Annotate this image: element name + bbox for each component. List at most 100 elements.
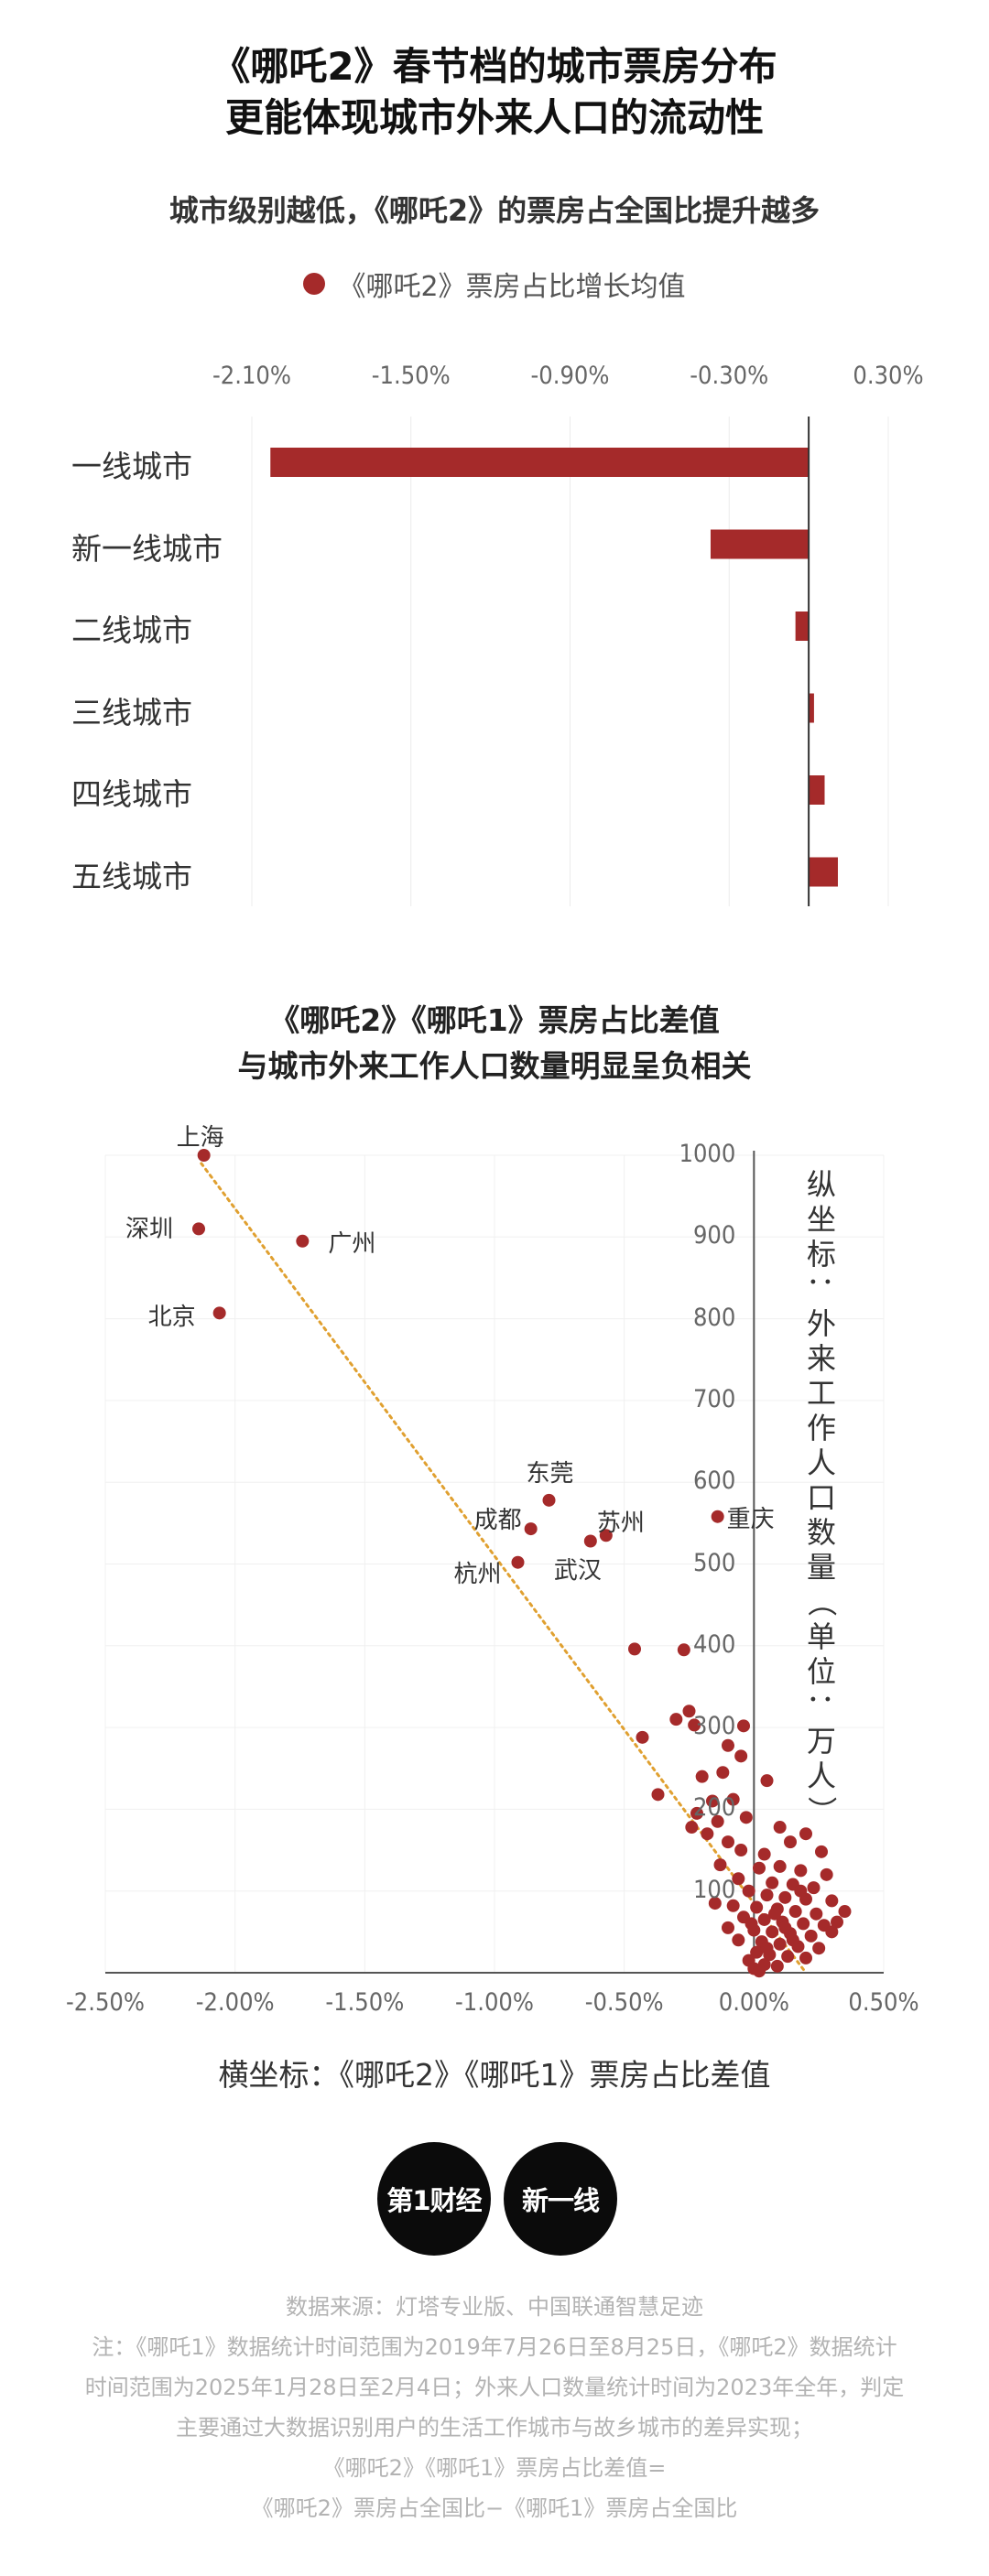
scatter-point-labeled (296, 1234, 310, 1248)
bar-category-label: 一线城市 (71, 449, 192, 484)
scatter-point (734, 1844, 748, 1857)
scatter-point (753, 1861, 766, 1875)
bar-x-tick-label: -0.90% (530, 362, 610, 390)
scatter-point (742, 1884, 755, 1898)
scatter-point (711, 1814, 724, 1828)
scatter-point (812, 1942, 826, 1955)
scatter-point (757, 1912, 771, 1926)
legend-marker (303, 273, 326, 295)
scatter-y-axis-label-char: 口 (806, 1480, 836, 1515)
scatter-point-labeled (599, 1529, 613, 1542)
scatter-point-labeled (192, 1222, 205, 1236)
scatter-point (838, 1905, 852, 1919)
scatter-point (757, 1847, 771, 1861)
scatter-y-axis-label-char: 外 (806, 1306, 836, 1341)
scatter-point (786, 1933, 799, 1947)
scatter-point (773, 1859, 787, 1873)
scatter-point (807, 1881, 821, 1895)
scatter-point (708, 1897, 722, 1910)
bar (809, 857, 838, 887)
scatter-y-axis-label-char: 数 (806, 1515, 836, 1550)
scatter-point (739, 1811, 753, 1824)
scatter-point (744, 1917, 758, 1931)
scatter-title-line1: 《哪吒2》《哪吒1》票房占比差值 (269, 1002, 720, 1038)
scatter-x-tick-label: -2.50% (66, 1988, 145, 2017)
bar-chart-plot (251, 417, 889, 906)
main-title-line2: 更能体现城市外来人口的流动性 (224, 95, 764, 140)
scatter-point (797, 1917, 810, 1931)
scatter-point (722, 1921, 734, 1934)
scatter-point (716, 1766, 730, 1780)
bar-x-tick-label: 0.30% (853, 362, 924, 390)
bar-x-tick-label: -1.50% (371, 362, 451, 390)
scatter-y-tick-label: 400 (692, 1629, 736, 1659)
footer-notes: 数据来源：灯塔专业版、中国联通智慧足迹 注：《哪吒1》数据统计时间范围为2019… (0, 2287, 989, 2528)
scatter-point (760, 1774, 774, 1788)
scatter-y-axis-label-char: 标 (806, 1237, 836, 1272)
scatter-y-axis-label-char: ： (804, 1691, 839, 1721)
legend-label: 《哪吒2》票房占比增长均值 (338, 271, 686, 303)
scatter-point (810, 1907, 823, 1921)
scatter-point (794, 1864, 808, 1878)
scatter-point (760, 1942, 774, 1955)
scatter-y-tick-label: 100 (692, 1875, 736, 1904)
bar-x-tick-label: -0.30% (690, 362, 769, 390)
scatter-point (753, 1964, 766, 1978)
scatter-y-axis-label-char: 人 (806, 1445, 836, 1480)
scatter-x-tick-label: 0.00% (718, 1988, 789, 2017)
bar (270, 448, 810, 477)
scatter-point (778, 1921, 792, 1934)
scatter-y-axis-label-char: ） (804, 1795, 839, 1825)
scatter-point (750, 1945, 764, 1959)
scatter-point (766, 1925, 779, 1939)
scatter-y-axis-label-char: 万 (806, 1724, 836, 1759)
scatter-point (799, 1951, 812, 1964)
bar (809, 693, 814, 723)
scatter-point (766, 1876, 779, 1889)
scatter-y-axis-label-char: 作 (806, 1411, 836, 1445)
scatter-point (713, 1858, 727, 1872)
scatter-y-tick-label: 800 (692, 1303, 736, 1332)
main-title-line1: 《哪吒2》春节档的城市票房分布 (212, 44, 777, 89)
logo-group: 第1财经 新一线 (377, 2142, 617, 2256)
scatter-point (750, 1900, 764, 1914)
scatter-point (677, 1643, 690, 1657)
scatter-y-axis-label-char: 工 (806, 1376, 836, 1411)
scatter-city-label: 重庆 (726, 1505, 775, 1533)
scatter-point-labeled (511, 1555, 525, 1569)
scatter-city-label: 武汉 (553, 1557, 602, 1586)
bar-category-label: 三线城市 (71, 694, 192, 731)
scatter-point-labeled (711, 1510, 724, 1523)
scatter-point (825, 1894, 839, 1908)
scatter-point (778, 1890, 792, 1904)
scatter-point (737, 1719, 750, 1733)
scatter-y-axis-label-char: 单 (806, 1619, 836, 1654)
scatter-y-tick-label: 900 (692, 1221, 736, 1250)
scatter-y-tick-label: 200 (692, 1793, 736, 1823)
scatter-y-axis-label-char: 位 (806, 1654, 836, 1689)
bar-category-label: 二线城市 (71, 612, 192, 648)
scatter-point (820, 1867, 833, 1881)
scatter-point (799, 1827, 812, 1841)
scatter-point (695, 1770, 709, 1783)
footer-source: 数据来源：灯塔专业版、中国联通智慧足迹 (286, 2294, 703, 2320)
scatter-point (732, 1933, 745, 1947)
bar (809, 775, 825, 805)
scatter-point-labeled (583, 1534, 597, 1548)
scatter-point (690, 1806, 703, 1820)
scatter-point (701, 1827, 714, 1841)
scatter-y-axis-label-char: 人 (806, 1759, 836, 1793)
scatter-city-label: 深圳 (125, 1216, 174, 1244)
scatter-point (781, 1950, 795, 1964)
bar (795, 612, 810, 641)
scatter-x-tick-label: -0.50% (584, 1988, 664, 2017)
scatter-point (732, 1872, 745, 1886)
scatter-point (685, 1821, 699, 1835)
scatter-y-tick-label: 300 (692, 1712, 736, 1741)
xinyixian-logo: 新一线 (504, 2142, 617, 2256)
bar-category-label: 新一线城市 (71, 530, 223, 567)
scatter-y-axis-label-char: 量 (806, 1550, 836, 1585)
scatter-point (706, 1794, 719, 1808)
scatter-point (770, 1959, 784, 1973)
scatter-x-tick-label: -2.00% (195, 1988, 275, 2017)
